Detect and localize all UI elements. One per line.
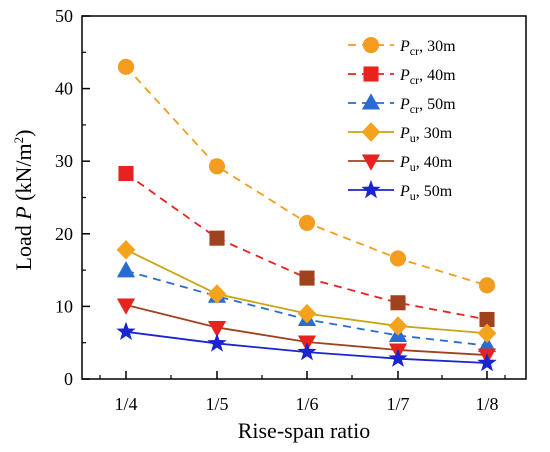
y-tick-label: 20	[55, 224, 73, 244]
x-axis-label: Rise-span ratio	[238, 418, 371, 443]
y-axis-label-unit-close: )	[11, 130, 36, 137]
data-point	[478, 277, 496, 294]
x-axis-ticks: 1/4 1/5 1/6 1/7 1/8	[99, 371, 506, 414]
data-point	[208, 158, 226, 175]
legend-label: Pcr, 50m	[399, 96, 456, 116]
legend-variable: P	[399, 67, 410, 84]
legend-variable: P	[399, 125, 410, 142]
data-point	[479, 311, 495, 328]
x-tick-label: 1/8	[475, 394, 498, 414]
data-point	[118, 166, 134, 182]
data-point	[116, 261, 136, 278]
legend-entry-p-cr-50m: Pcr, 50m	[348, 93, 456, 116]
legend-suffix: , 50m	[419, 96, 456, 113]
y-axis-label-variable: P	[11, 206, 36, 220]
legend-subscript: u	[410, 131, 416, 145]
data-point	[116, 321, 136, 341]
legend-variable: P	[399, 183, 410, 200]
x-tick-label: 1/6	[295, 394, 318, 414]
data-point	[207, 320, 227, 338]
data-point	[298, 214, 316, 231]
data-point	[116, 240, 136, 260]
legend-subscript: cr	[410, 73, 419, 87]
legend-label: Pu, 30m	[399, 125, 453, 145]
x-tick-label: 1/7	[386, 394, 409, 414]
legend-entry-p-cr-40m: Pcr, 40m	[348, 66, 456, 87]
series-p-u-50m	[116, 321, 497, 372]
y-axis-label-prefix: Load	[11, 220, 36, 271]
data-point	[117, 58, 135, 75]
legend-marker	[361, 154, 381, 171]
data-point	[477, 323, 497, 344]
legend-suffix: , 50m	[416, 183, 453, 200]
legend-entry-p-u-30m: Pu, 30m	[348, 122, 453, 145]
data-point	[477, 352, 497, 372]
y-tick-label: 0	[64, 369, 73, 389]
legend-variable: P	[399, 96, 410, 113]
legend-marker	[362, 36, 380, 54]
series-p-u-30m	[116, 240, 497, 344]
y-tick-label: 10	[55, 296, 73, 316]
data-point	[388, 348, 408, 367]
legend-subscript: u	[410, 160, 416, 174]
legend-marker	[363, 66, 379, 82]
legend-marker	[361, 122, 381, 142]
data-point	[388, 316, 408, 336]
data-point	[116, 298, 136, 315]
series-p-cr-30m	[117, 58, 496, 294]
legend-marker	[361, 93, 381, 110]
data-point	[299, 270, 315, 286]
legend-label: Pu, 50m	[399, 183, 453, 203]
data-point	[207, 333, 227, 352]
data-point	[389, 250, 407, 267]
data-point	[209, 230, 225, 246]
legend-marker	[361, 179, 381, 199]
legend-suffix: , 30m	[416, 125, 453, 142]
y-axis-label-unit-superscript: 2	[11, 137, 26, 144]
data-point	[297, 342, 317, 361]
legend-label: Pu, 40m	[399, 154, 453, 174]
legend-suffix: , 40m	[416, 154, 453, 171]
legend-subscript: u	[410, 189, 416, 203]
y-tick-label: 50	[55, 6, 73, 26]
legend-entry-p-u-40m: Pu, 40m	[348, 154, 453, 174]
legend-suffix: , 40m	[419, 67, 456, 84]
legend-label: Pcr, 40m	[399, 67, 456, 87]
legend-subscript: cr	[410, 102, 419, 116]
y-axis-label: Load P (kN/m2)	[11, 130, 36, 271]
series-p-cr-40m	[118, 166, 495, 328]
y-axis-ticks: 0 10 20 30 40 50	[55, 6, 90, 389]
legend-subscript: cr	[410, 44, 419, 58]
x-tick-label: 1/4	[114, 394, 137, 414]
data-point	[297, 303, 317, 324]
data-point	[477, 335, 497, 353]
data-point	[390, 295, 406, 311]
legend-suffix: , 30m	[419, 38, 456, 55]
x-tick-label: 1/5	[205, 394, 228, 414]
legend-entry-p-u-50m: Pu, 50m	[348, 179, 453, 203]
series-layer	[116, 58, 497, 372]
y-tick-label: 40	[55, 79, 73, 99]
y-axis-label-unit-open: (kN/m	[11, 143, 36, 206]
legend-variable: P	[399, 154, 410, 171]
data-point	[207, 284, 227, 304]
legend-label: Pcr, 30m	[399, 38, 456, 58]
y-tick-label: 30	[55, 151, 73, 171]
legend-entry-p-cr-30m: Pcr, 30m	[348, 36, 456, 58]
legend-variable: P	[399, 38, 410, 55]
